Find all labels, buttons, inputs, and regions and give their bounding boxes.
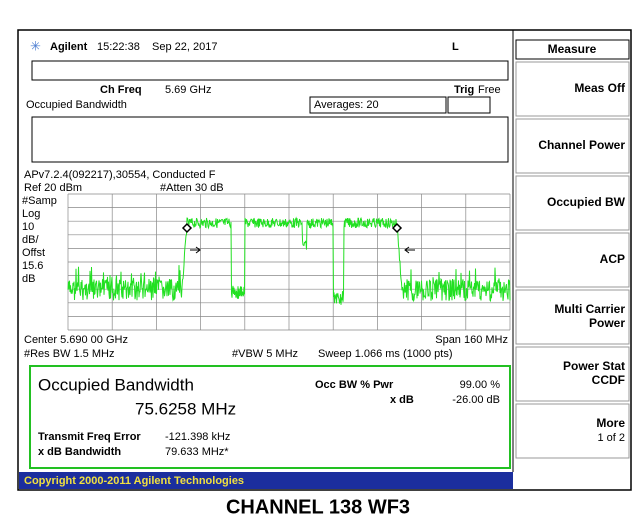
menu-title: Measure <box>548 42 597 56</box>
res-bw: #Res BW 1.5 MHz <box>24 348 114 360</box>
sweep: Sweep 1.066 ms (1000 pts) <box>318 348 453 360</box>
softkey-label: 1 of 2 <box>597 432 625 444</box>
brand: Agilent <box>50 41 88 53</box>
softkey-label: Meas Off <box>574 81 626 95</box>
span: Span 160 MHz <box>435 334 508 346</box>
softkey <box>515 232 630 288</box>
softkey-label: Multi Carrier <box>554 302 625 316</box>
input-box <box>31 60 509 81</box>
markers <box>181 222 403 234</box>
softkey <box>515 175 630 231</box>
softkey-label: Occupied BW <box>547 195 626 209</box>
scale-label: Log <box>22 208 40 220</box>
ch-freq: 5.69 GHz <box>165 84 211 96</box>
ch-freq-label: Ch Freq <box>100 84 142 96</box>
copyright: Copyright 2000-2011 Agilent Technologies <box>24 475 244 487</box>
results-title: Occupied Bandwidth <box>38 375 194 394</box>
trig-label: Trig <box>454 84 474 96</box>
info: APv7.2.4(092217),30554, Conducted F <box>24 169 216 181</box>
vbw: #VBW 5 MHz <box>232 348 298 360</box>
tfe-label: Transmit Freq Error <box>38 431 141 443</box>
logo: ✳ <box>30 38 41 53</box>
averages: Averages: 20 <box>314 99 379 111</box>
softkey <box>515 403 630 459</box>
message-box <box>31 116 509 163</box>
trig: Free <box>478 84 501 96</box>
mode: Occupied Bandwidth <box>26 99 127 111</box>
tfe: -121.398 kHz <box>165 431 230 443</box>
scale-label: dB/ <box>22 234 39 246</box>
softkey <box>515 346 630 402</box>
caption: CHANNEL 138 WF3 <box>226 496 410 518</box>
flag: L <box>452 41 459 53</box>
date: Sep 22, 2017 <box>152 41 217 53</box>
trace <box>67 216 511 305</box>
results-value: 75.6258 MHz <box>135 399 236 418</box>
xdb: -26.00 dB <box>452 394 500 406</box>
copyright-bar <box>19 472 513 489</box>
arrows <box>190 246 415 254</box>
atten: #Atten 30 dB <box>160 182 224 194</box>
scale-label: dB <box>22 273 35 285</box>
scale-label: 10 <box>22 221 34 233</box>
pwr-label: Occ BW % Pwr <box>315 379 394 391</box>
softkey-label: CCDF <box>592 373 625 387</box>
softkey-label: Power Stat <box>563 359 625 373</box>
averages-box <box>309 96 447 114</box>
xbw-label: x dB Bandwidth <box>38 446 121 458</box>
scale-label: 15.6 <box>22 260 43 272</box>
softkey-label: Channel Power <box>538 138 625 152</box>
softkey-label: More <box>596 416 625 430</box>
xbw: 79.633 MHz* <box>165 446 229 458</box>
softkey-label: Power <box>589 316 625 330</box>
menu-box <box>515 39 630 60</box>
softkey <box>515 118 630 174</box>
time: 15:22:38 <box>97 41 140 53</box>
scale-label: #Samp <box>22 195 57 207</box>
softkey-label: ACP <box>600 252 625 266</box>
status-box <box>447 96 491 114</box>
softkey <box>515 289 630 345</box>
softkey <box>515 61 630 117</box>
graticule <box>67 193 511 331</box>
xdb-label: x dB <box>390 394 414 406</box>
center: Center 5.690 00 GHz <box>24 334 128 346</box>
results-box <box>29 365 511 469</box>
scale-label: Offst <box>22 247 45 259</box>
ref: Ref 20 dBm <box>24 182 82 194</box>
pwr: 99.00 % <box>460 379 501 391</box>
